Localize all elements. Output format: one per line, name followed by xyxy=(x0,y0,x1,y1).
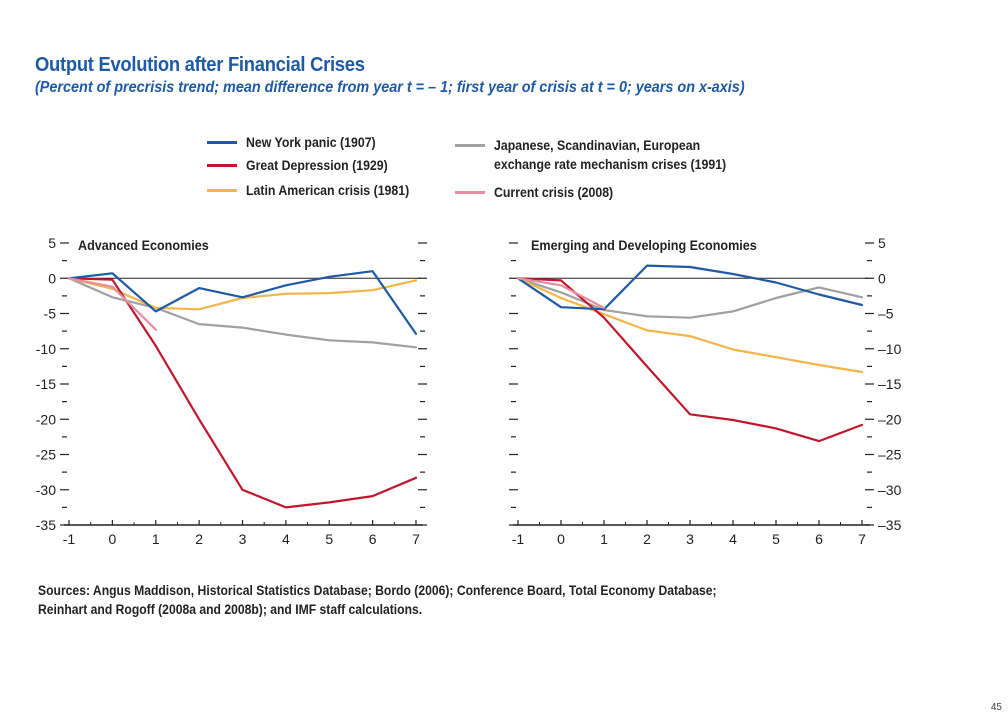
y-tick-label: -35 xyxy=(36,517,56,533)
y-tick-label: –25 xyxy=(878,447,902,463)
legend-item-current-crisis: Current crisis (2008) xyxy=(455,183,629,202)
legend-item-great-depression: Great Depression (1929) xyxy=(207,156,407,175)
series-line-great-depression-1929 xyxy=(67,277,418,509)
legend-item-japanese-scandinavian-erm: Japanese, Scandinavian, European exchang… xyxy=(455,136,758,174)
legend-label: Japanese, Scandinavian, European exchang… xyxy=(494,137,727,172)
y-tick-label: -25 xyxy=(36,447,56,463)
x-tick-label: 3 xyxy=(686,531,694,547)
y-tick-label: -10 xyxy=(36,341,56,357)
y-tick-label: –5 xyxy=(878,306,894,322)
x-tick-label: 7 xyxy=(858,531,866,547)
x-tick-label: 5 xyxy=(772,531,780,547)
legend-label: Latin American crisis (1981) xyxy=(246,182,410,198)
y-tick-label: –10 xyxy=(878,341,902,357)
series-line-new-york-panic-1907 xyxy=(516,264,864,311)
panel-title: Advanced Economies xyxy=(78,237,209,253)
series-line-great-depression-1929 xyxy=(516,277,864,443)
y-tick-label: -20 xyxy=(36,411,56,427)
series-line-latin-american-crisis-1981 xyxy=(516,277,864,374)
series-line-new-york-panic-1907 xyxy=(67,270,418,335)
legend-swatch xyxy=(207,164,237,167)
legend-item-new-york-panic: New York panic (1907) xyxy=(207,133,393,152)
y-tick-label: –20 xyxy=(878,411,902,427)
legend-swatch xyxy=(207,189,237,192)
legend-label: New York panic (1907) xyxy=(246,134,376,150)
sources-note: Sources: Angus Maddison, Historical Stat… xyxy=(38,583,717,617)
x-tick-label: 1 xyxy=(152,531,160,547)
chart-advanced: Advanced Economies50-5-10-15-20-25-30-35… xyxy=(36,235,427,547)
page-number: 45 xyxy=(990,702,1002,713)
y-tick-label: -30 xyxy=(36,482,56,498)
y-tick-label: –15 xyxy=(878,376,902,392)
x-tick-label: 2 xyxy=(195,531,203,547)
chart-subtitle: (Percent of precrisis trend; mean differ… xyxy=(35,79,745,96)
y-tick-label: 0 xyxy=(48,270,56,286)
series-line-current-crisis-2008 xyxy=(67,277,157,331)
legend-swatch xyxy=(455,144,485,147)
legend-swatch xyxy=(455,191,485,194)
x-tick-label: 6 xyxy=(815,531,823,547)
chart-emerging: Emerging and Developing Economies 5 0 –5 –10… xyxy=(509,235,902,547)
y-tick-label: –35 xyxy=(878,517,902,533)
x-tick-label: 2 xyxy=(643,531,651,547)
y-tick-label: 5 xyxy=(48,235,56,251)
panel-title: Emerging and Developing Economies xyxy=(531,237,757,253)
x-tick-label: 3 xyxy=(239,531,247,547)
chart-title: Output Evolution after Financial Crises xyxy=(35,54,365,76)
legend-item-latin-american-crisis: Latin American crisis (1981) xyxy=(207,181,431,200)
x-tick-label: 1 xyxy=(600,531,608,547)
x-tick-label: 4 xyxy=(729,531,737,547)
series-line-japanese-scandinavian-european-exchange-rate-mechanism-crises-1991 xyxy=(516,277,864,319)
x-tick-label: 6 xyxy=(369,531,377,547)
x-tick-label: 5 xyxy=(325,531,333,547)
y-tick-label: 5 xyxy=(878,235,886,251)
y-tick-label: -15 xyxy=(36,376,56,392)
y-tick-label: –30 xyxy=(878,482,902,498)
y-tick-label: -5 xyxy=(44,306,57,322)
x-tick-label: 0 xyxy=(108,531,116,547)
series-line-japanese-scandinavian-european-exchange-rate-mechanism-crises-1991 xyxy=(67,277,418,349)
x-tick-label: 7 xyxy=(412,531,420,547)
series-line-current-crisis-2008 xyxy=(516,277,606,309)
x-tick-label: 0 xyxy=(557,531,565,547)
x-tick-label: -1 xyxy=(512,531,525,547)
x-tick-label: -1 xyxy=(63,531,76,547)
legend-label: Current crisis (2008) xyxy=(494,184,614,200)
y-tick-label: 0 xyxy=(878,270,886,286)
legend-label: Great Depression (1929) xyxy=(246,157,388,173)
x-tick-label: 4 xyxy=(282,531,290,547)
legend-swatch xyxy=(207,141,237,144)
